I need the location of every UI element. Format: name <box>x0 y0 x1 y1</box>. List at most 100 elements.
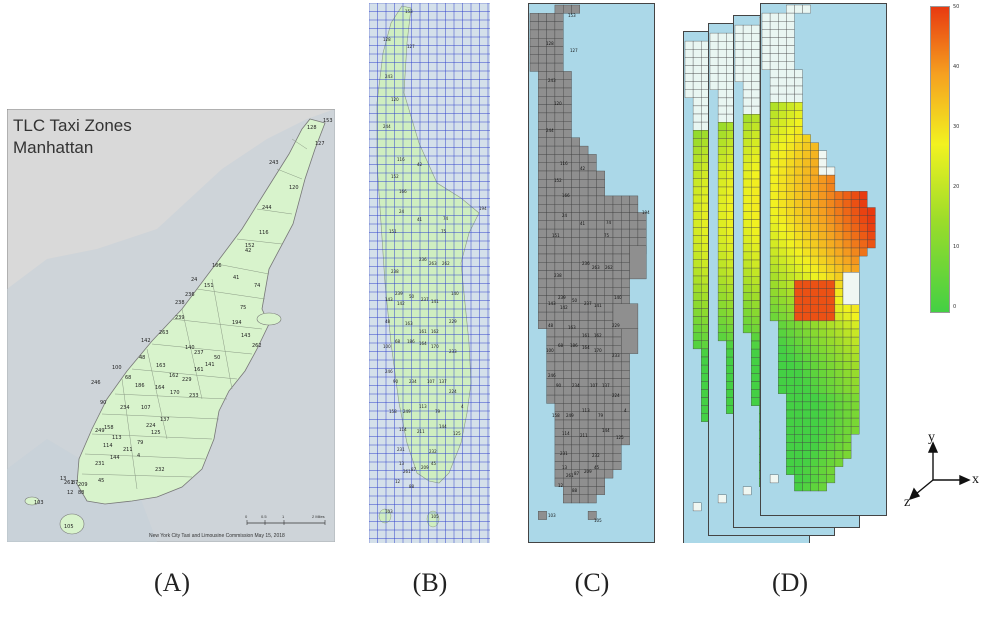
heat-cell <box>802 385 811 394</box>
zone-label: 125 <box>151 430 161 436</box>
zone-cell <box>637 237 647 246</box>
zone-cell <box>538 237 547 246</box>
heat-cell <box>810 434 819 443</box>
heat-cell <box>834 434 844 443</box>
heat-cell <box>802 134 811 143</box>
heat-cell <box>717 32 727 42</box>
zone-cell <box>571 170 581 180</box>
zone-cell <box>621 203 630 213</box>
zone-label: 128 <box>307 125 317 131</box>
scale-bar: 0 0.5 1 2 Miles <box>245 514 326 525</box>
heat-cell <box>769 223 779 232</box>
zone-label: 249 <box>566 413 574 418</box>
heat-cell <box>834 458 844 467</box>
zone-cell <box>563 486 572 495</box>
heat-cell <box>794 474 803 484</box>
zone-label: 166 <box>399 189 407 194</box>
heat-cell <box>778 215 787 224</box>
zone-label: 74 <box>443 216 449 221</box>
heat-cell <box>778 377 787 386</box>
zone-label: 113 <box>582 408 590 413</box>
heat-cell <box>842 417 852 427</box>
zone-cell <box>554 112 564 122</box>
heat-cell <box>826 288 836 297</box>
heat-cell <box>802 231 811 241</box>
heat-cell <box>734 65 744 74</box>
zone-cell <box>604 245 614 255</box>
heat-cell <box>778 353 787 362</box>
heat-cell <box>692 130 702 139</box>
heat-cell <box>826 296 836 305</box>
zone-cell <box>596 245 605 255</box>
heat-cell <box>802 474 811 484</box>
zone-label: 137 <box>439 379 447 384</box>
zone-cell <box>538 79 547 89</box>
zone-label: 261 <box>403 469 411 474</box>
heat-cell <box>850 223 860 232</box>
heat-cell <box>850 426 860 435</box>
zone-label: 170 <box>594 348 602 353</box>
heat-cell <box>692 283 702 293</box>
zone-cell <box>604 453 614 462</box>
zone-cell <box>554 87 564 97</box>
heat-cell <box>751 138 760 147</box>
zone-cell <box>571 220 581 230</box>
zone-cell <box>571 154 581 163</box>
zone-label: 114 <box>103 443 113 449</box>
zone-cell <box>546 353 556 363</box>
zone-cell <box>563 87 572 97</box>
heat-cell <box>717 186 727 196</box>
zone-label: 68 <box>558 343 564 348</box>
heat-cell <box>717 122 727 131</box>
zone-cell <box>546 278 556 288</box>
heat-cell <box>692 275 702 285</box>
heat-cell <box>717 105 727 115</box>
heat-cell <box>842 191 852 200</box>
heat-cell <box>810 215 819 224</box>
heat-cell <box>751 130 760 139</box>
heat-cell <box>769 45 779 54</box>
zone-cell <box>612 228 622 238</box>
heat-cell <box>794 385 803 394</box>
zone-cell <box>621 278 630 288</box>
zone-cell <box>621 237 630 246</box>
heat-cell <box>794 231 803 241</box>
heat-cell <box>717 146 727 155</box>
heat-cell <box>826 442 836 451</box>
heat-cell <box>684 40 694 50</box>
heat-cell <box>734 33 744 42</box>
zone-label: 263 <box>592 265 600 270</box>
heat-cell <box>802 336 811 346</box>
heat-cell <box>834 288 844 297</box>
heat-cell <box>786 369 795 378</box>
zone-cell <box>546 154 556 163</box>
zone-cell <box>538 195 547 205</box>
heat-cell <box>786 353 795 362</box>
heat-cell <box>751 33 760 42</box>
zone-cell <box>546 328 556 338</box>
zone-cell <box>604 370 614 379</box>
heat-cell <box>786 280 795 289</box>
zone-cell <box>579 203 589 213</box>
zone-cell <box>563 419 572 429</box>
heat-cell <box>786 142 795 151</box>
heat-cell <box>786 272 795 281</box>
zone-label: 211 <box>123 447 133 453</box>
zone-cell <box>529 38 539 47</box>
heat-cell <box>751 105 760 115</box>
heat-cell <box>818 442 827 451</box>
zone-cell <box>563 370 572 379</box>
heat-cell <box>818 158 827 168</box>
zone-cell <box>546 87 556 97</box>
heat-cell <box>751 49 760 58</box>
zone-cell <box>571 228 581 238</box>
heat-cell <box>751 316 760 325</box>
zone-cell <box>612 453 622 462</box>
zone-cell <box>629 228 639 238</box>
zone-cell <box>587 428 597 437</box>
zone-label: 87 <box>72 480 78 486</box>
heat-cell <box>778 102 787 111</box>
zone-cell <box>554 4 564 14</box>
zone-cell <box>571 428 581 437</box>
heat-cell <box>810 142 819 151</box>
